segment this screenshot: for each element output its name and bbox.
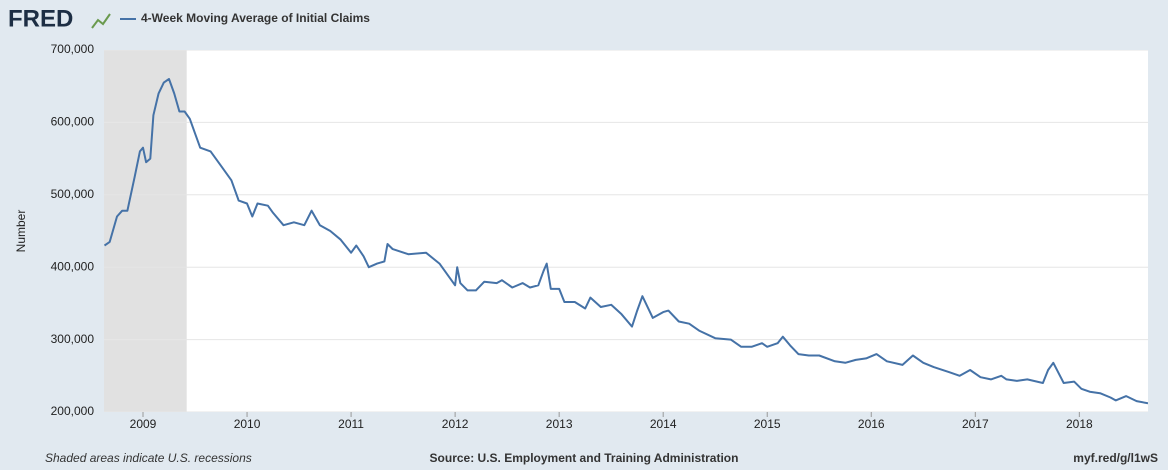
x-tick-label: 2012 xyxy=(442,417,469,431)
y-tick-label: 600,000 xyxy=(51,115,95,129)
x-tick-label: 2010 xyxy=(234,417,261,431)
x-tick-label: 2009 xyxy=(130,417,157,431)
plot-layer xyxy=(104,50,1148,412)
x-tick-label: 2018 xyxy=(1066,417,1093,431)
x-tick-label: 2014 xyxy=(650,417,677,431)
series-line xyxy=(104,78,1148,405)
x-tick-label: 2016 xyxy=(858,417,885,431)
note: Shaded areas indicate U.S. recessions xyxy=(45,451,252,465)
y-tick-label: 300,000 xyxy=(51,332,95,346)
link[interactable]: myf.red/g/l1wS xyxy=(1073,451,1158,465)
y-tick-label: 700,000 xyxy=(51,42,95,56)
plot-area xyxy=(104,50,1148,412)
legend-label: 4-Week Moving Average of Initial Claims xyxy=(141,11,370,25)
logo-icon xyxy=(91,13,111,29)
y-tick-label: 200,000 xyxy=(51,404,95,418)
y-tick-label: 400,000 xyxy=(51,259,95,273)
x-tick-label: 2015 xyxy=(754,417,781,431)
x-tick-label: 2013 xyxy=(546,417,573,431)
y-tick-label: 500,000 xyxy=(51,187,95,201)
x-tick-label: 2017 xyxy=(962,417,989,431)
x-tick-label: 2011 xyxy=(338,417,364,431)
logo: FRED xyxy=(8,5,73,32)
source: Source: U.S. Employment and Training Adm… xyxy=(430,451,739,465)
y-axis-label: Number xyxy=(14,210,28,253)
recession-shade xyxy=(104,50,187,412)
